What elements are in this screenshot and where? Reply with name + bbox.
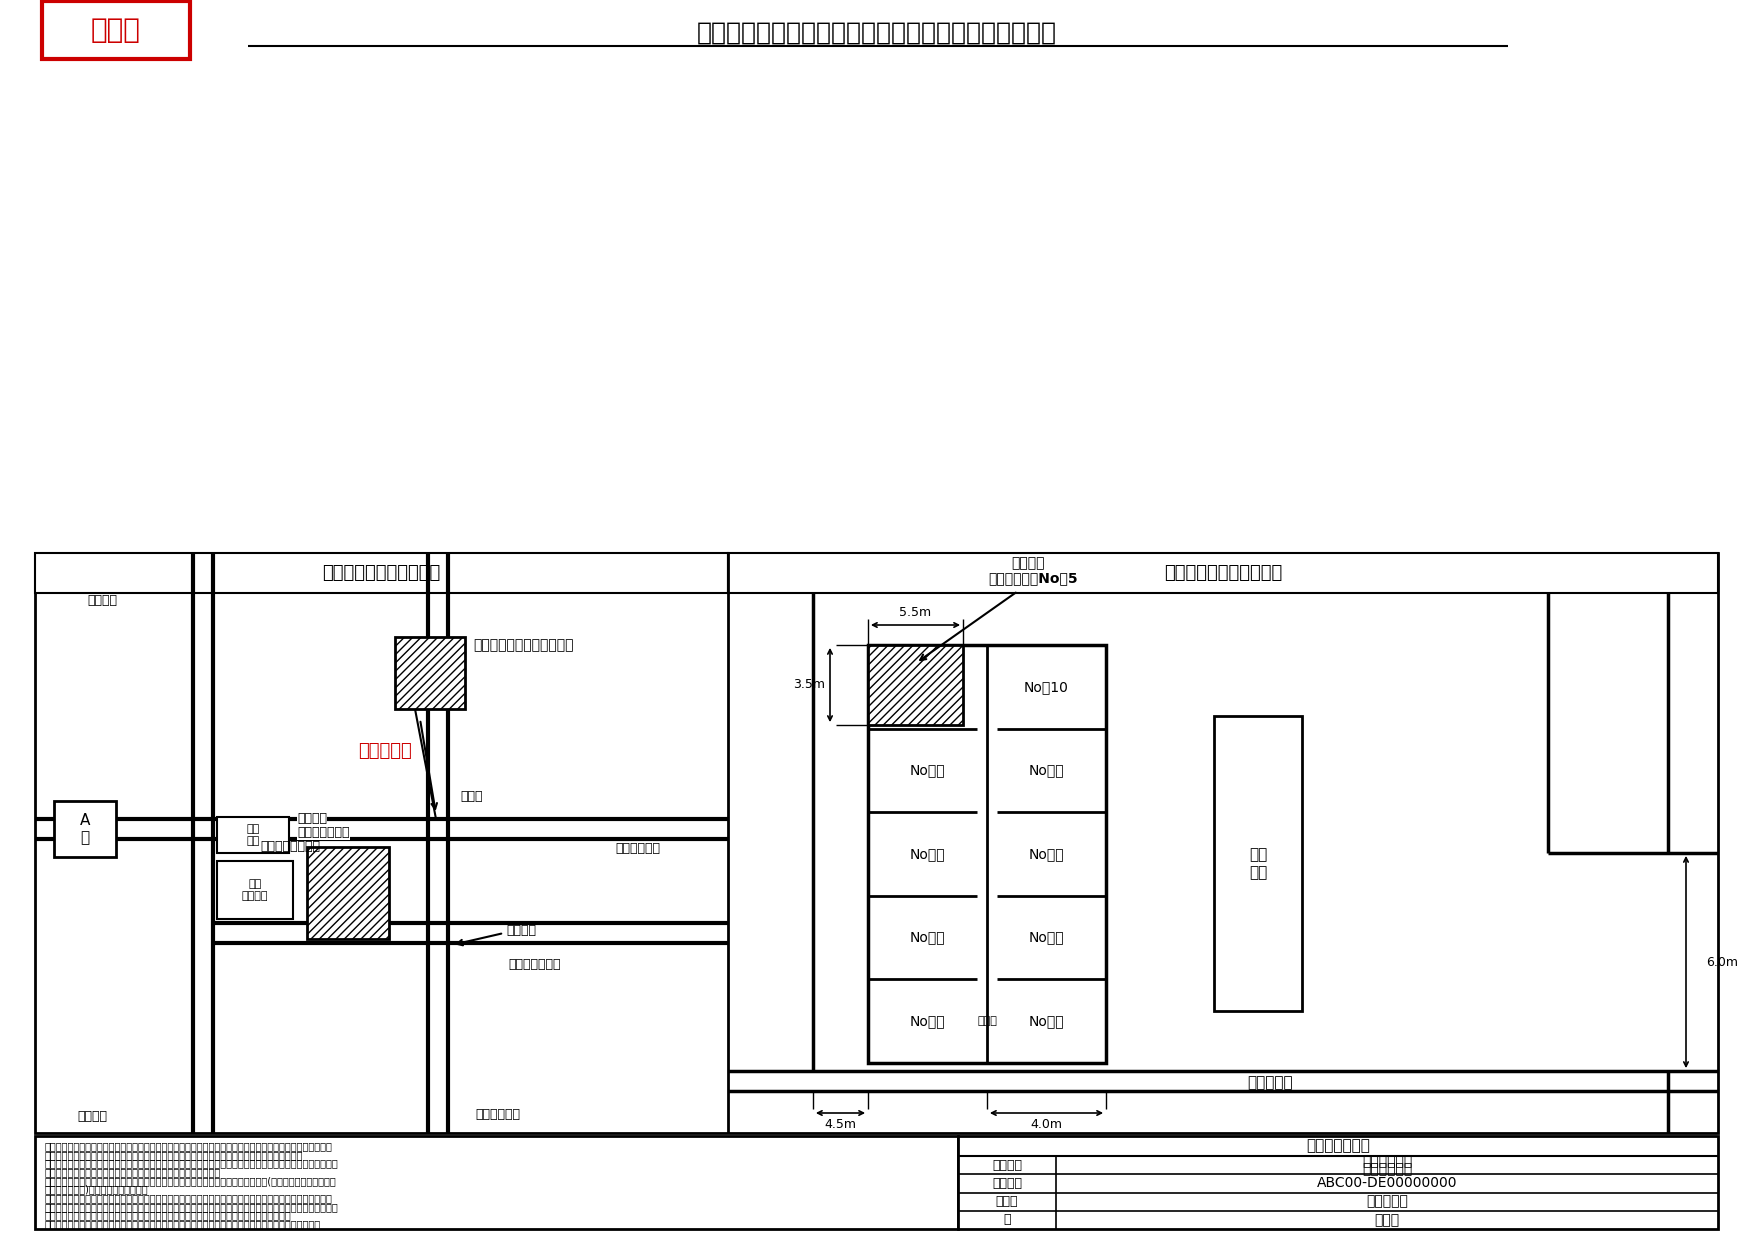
Text: 車台番号: 車台番号 <box>993 1176 1023 1190</box>
Text: 日本駐車場　No．5: 日本駐車場 No．5 <box>988 571 1077 585</box>
Text: 記載例: 記載例 <box>91 16 140 43</box>
Text: 4.5m: 4.5m <box>824 1118 856 1132</box>
Bar <box>35 1136 958 1229</box>
Text: なるおそれがありますので、十分注意してください。: なるおそれがありますので、十分注意してください。 <box>46 1167 221 1178</box>
Bar <box>868 645 1107 1064</box>
Text: No．９: No．９ <box>1028 763 1065 777</box>
Text: （日本駐車場）: （日本駐車場） <box>296 827 349 839</box>
Text: 〇〇
デパート: 〇〇 デパート <box>242 879 268 901</box>
Text: 至〇〇駅: 至〇〇駅 <box>77 1111 107 1123</box>
Text: ４　申請保管場所で今まで使用していた車両について、右端の代替車両欄に記入してください。: ４ 申請保管場所で今まで使用していた車両について、右端の代替車両欄に記入してくだ… <box>46 1220 321 1230</box>
Text: 車　名: 車 名 <box>996 1195 1019 1209</box>
Text: ・　複数の自動車を保管する駐車場の場合は、保管場所の位置を明示してください。: ・ 複数の自動車を保管する駐車場の場合は、保管場所の位置を明示してください。 <box>46 1211 291 1221</box>
Text: 田中ビル: 田中ビル <box>505 925 537 937</box>
Text: No．２: No．２ <box>909 931 945 944</box>
Text: ・　使用の本拠の位置（自宅等）と保管場所の位置との間を線で結んで距離(直線で２キロメートル以: ・ 使用の本拠の位置（自宅等）と保管場所の位置との間を線で結んで距離(直線で２キ… <box>46 1175 337 1186</box>
Text: No．１: No．１ <box>909 1014 945 1029</box>
Text: No．３: No．３ <box>909 848 945 861</box>
Text: 内)を記入してください。: 内)を記入してください。 <box>46 1184 149 1195</box>
Text: 至〇〇町方面: 至〇〇町方面 <box>475 1108 521 1122</box>
Text: No．７: No．７ <box>1028 931 1065 944</box>
Text: 出入口: 出入口 <box>977 1016 996 1026</box>
Bar <box>54 800 116 858</box>
Text: 〇〇
銀行: 〇〇 銀行 <box>246 824 260 846</box>
Bar <box>217 817 289 853</box>
Text: 色: 色 <box>1003 1214 1010 1226</box>
Text: ト　ヨ　タ: ト ヨ タ <box>1366 1195 1408 1209</box>
Text: 3.5m: 3.5m <box>793 679 824 691</box>
Text: No．４: No．４ <box>909 763 945 777</box>
Text: ・　保管場所に接する道路の幅員、保管場所の平面（大きさ）の寸法をメートルで記入してください。: ・ 保管場所に接する道路の幅員、保管場所の平面（大きさ）の寸法をメートルで記入し… <box>46 1201 339 1212</box>
Text: 約２００ｍ: 約２００ｍ <box>358 742 412 759</box>
Text: A
駅: A 駅 <box>81 813 89 845</box>
Text: ABC00-DE00000000: ABC00-DE00000000 <box>1317 1176 1458 1190</box>
Text: 田中
ビル: 田中 ビル <box>1249 848 1266 880</box>
Text: 〇〇交差点: 〇〇交差点 <box>1247 1076 1293 1091</box>
Text: 5.5m: 5.5m <box>900 606 931 618</box>
Text: 所　在　図　記　載　欄: 所 在 図 記 載 欄 <box>323 563 440 582</box>
Text: 車両番号: 車両番号 <box>993 1159 1023 1172</box>
Text: 横浜　７７７: 横浜 ７７７ <box>1361 1154 1412 1168</box>
Text: （〇〇交差点）: （〇〇交差点） <box>509 958 561 972</box>
Text: 保管場所: 保管場所 <box>296 813 326 825</box>
Bar <box>1214 716 1301 1011</box>
Text: 保管場所: 保管場所 <box>1012 556 1045 570</box>
Text: 郵便局: 郵便局 <box>460 791 482 803</box>
Bar <box>307 848 389 939</box>
Text: 白　色: 白 色 <box>1375 1212 1400 1227</box>
Text: No．10: No．10 <box>1024 680 1068 694</box>
Text: 至〇〇駅: 至〇〇駅 <box>88 594 118 608</box>
Text: 貸し駐車場等を保管場所とする場合の所在図・配置図: 貸し駐車場等を保管場所とする場合の所在図・配置図 <box>696 21 1058 45</box>
Text: ２　所在図とは、保管場所の付近の道路及び目標となる地物を表示したものをいいます。: ２ 所在図とは、保管場所の付近の道路及び目標となる地物を表示したものをいいます。 <box>46 1149 303 1159</box>
Text: 4.0m: 4.0m <box>1031 1118 1063 1132</box>
Text: 備　考　１　この書類は、黒色ボールペンで記載してください。（消すことのできるボールペンは使用不可）: 備 考 １ この書類は、黒色ボールペンで記載してください。（消すことのできるボー… <box>46 1140 333 1150</box>
Text: 配　置　図　記　載　欄: 配 置 図 記 載 欄 <box>1165 563 1282 582</box>
Bar <box>35 553 728 593</box>
Bar <box>35 553 1717 1133</box>
Text: 代　替　車　両: 代 替 車 両 <box>1307 1138 1370 1153</box>
Bar <box>395 637 465 709</box>
Text: ３　配置図とは、保管場所並びに保管場所の周囲の建物、空地及び道路を表示したものをいいます。: ３ 配置図とは、保管場所並びに保管場所の周囲の建物、空地及び道路を表示したものを… <box>46 1193 333 1204</box>
Bar <box>217 861 293 920</box>
Text: No．８: No．８ <box>1028 848 1065 861</box>
Text: 6.0m: 6.0m <box>1707 956 1738 968</box>
Text: No．６: No．６ <box>1028 1014 1065 1029</box>
Bar <box>728 553 1717 593</box>
Text: ・　市販の地図をコピーし添付する場合、著作権者からの利用の許諾を得ないときは、著作権法違反と: ・ 市販の地図をコピーし添付する場合、著作権者からの利用の許諾を得ないときは、著… <box>46 1158 339 1168</box>
Text: 自宅（ＡＢＣマンション）: 自宅（ＡＢＣマンション） <box>474 638 574 652</box>
Text: （国道〇〇号線）: （国道〇〇号線） <box>260 839 319 853</box>
Bar <box>42 1 189 60</box>
Text: 〇　１２３４: 〇 １２３４ <box>1361 1163 1412 1176</box>
Text: 至〇〇町方面: 至〇〇町方面 <box>616 843 660 855</box>
Bar <box>868 645 963 725</box>
Bar <box>958 1136 1717 1229</box>
